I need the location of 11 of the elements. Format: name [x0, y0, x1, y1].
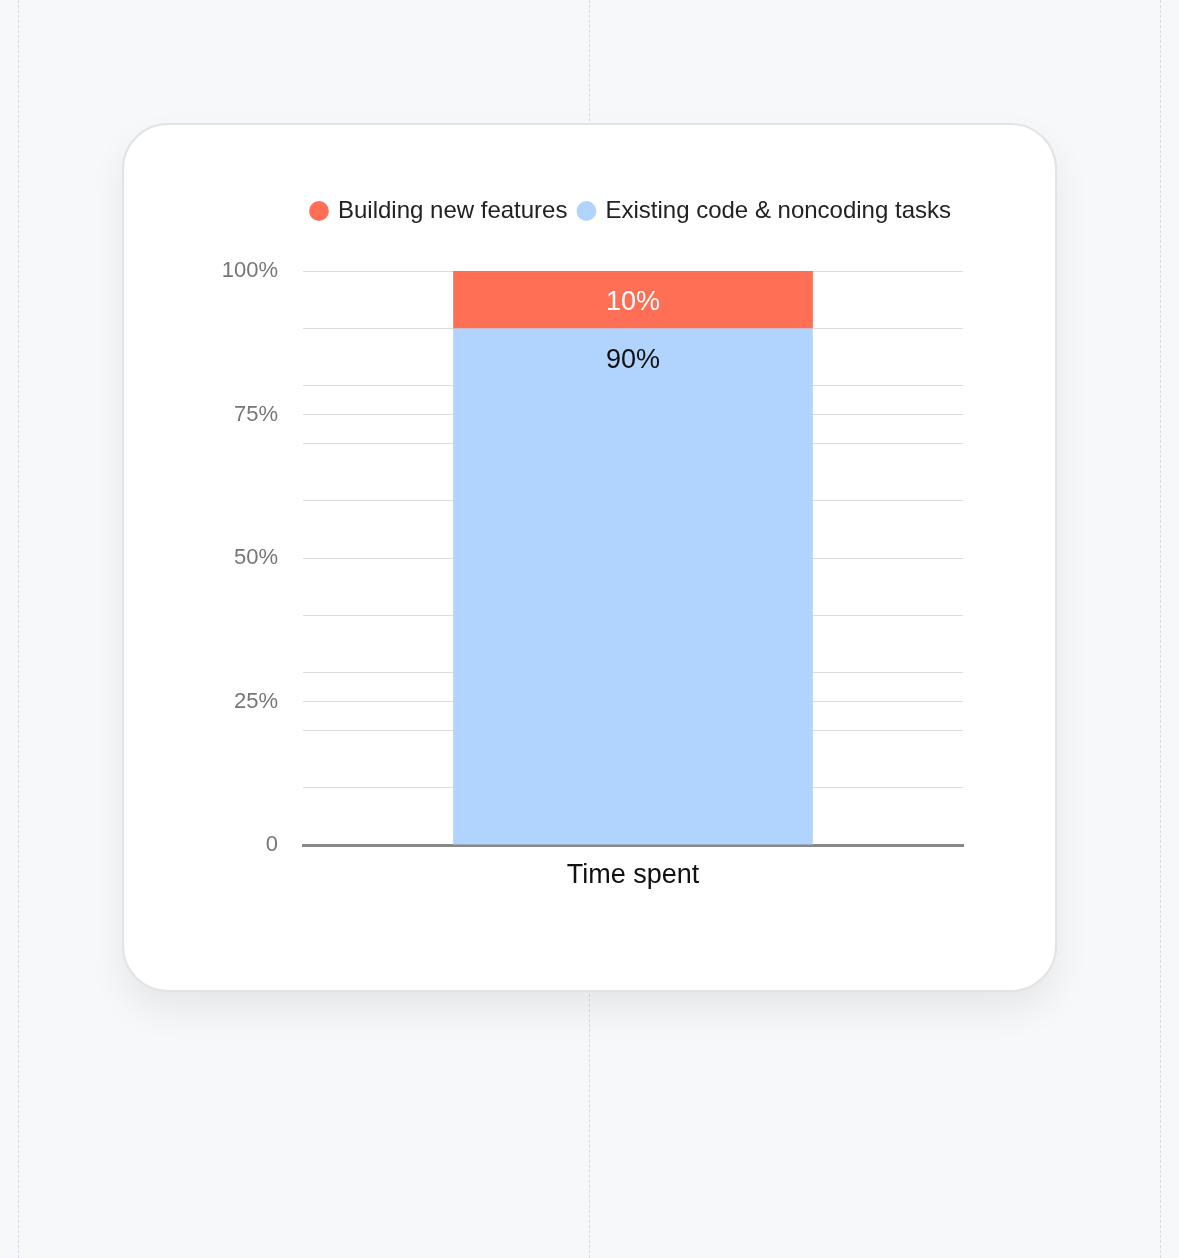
x-tick-label: Time spent: [566, 858, 700, 889]
data-label: 90%: [605, 343, 661, 374]
legend-label: Building new features: [337, 195, 568, 223]
y-tick-label: 100%: [221, 257, 278, 283]
card-panel: Building new features Existing code & noncoding tasks Time spent 0 25% 50% 75% 100% 90% 10%: [122, 123, 1057, 992]
y-tick-label: 25%: [233, 687, 278, 713]
data-label: 10%: [605, 286, 661, 317]
y-tick-label: 75%: [233, 400, 278, 426]
legend-label: Existing code & noncoding tasks: [605, 195, 952, 223]
y-tick-label: 50%: [233, 544, 278, 570]
y-tick-label: 0: [265, 831, 278, 857]
